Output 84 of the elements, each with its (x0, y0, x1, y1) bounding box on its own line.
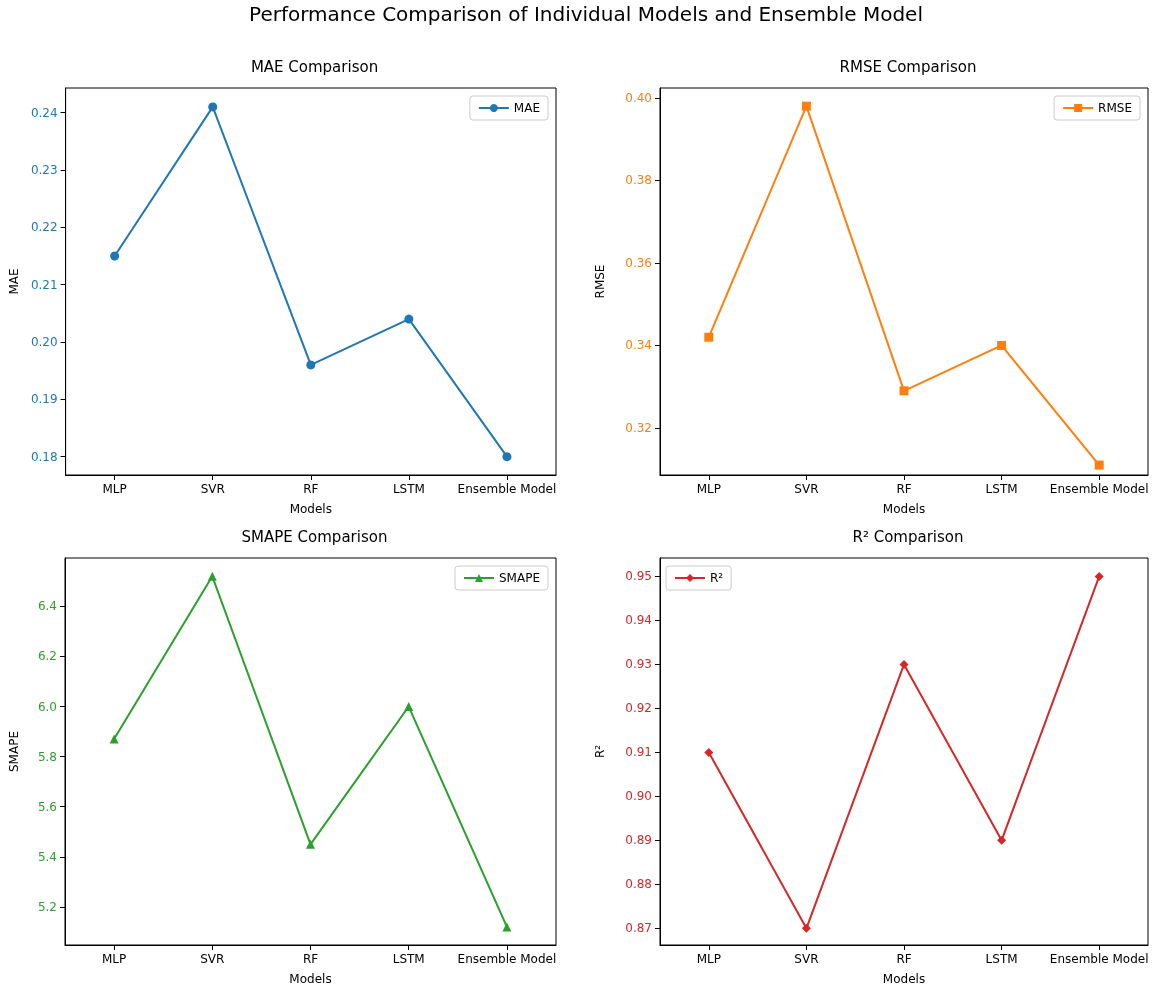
y-tick-label: 5.4 (37, 849, 57, 864)
x-tick-label: SVR (794, 482, 819, 496)
y-tick-label: 0.18 (30, 449, 58, 464)
y-tick-label: 0.89 (625, 833, 652, 848)
y-tick-label: 0.87 (625, 921, 652, 936)
point (502, 452, 512, 462)
point (997, 340, 1007, 350)
point (207, 571, 217, 581)
x-tick-label: SVR (200, 482, 225, 496)
point (404, 702, 414, 712)
y-tick-label: 0.34 (625, 338, 652, 353)
y-tick-label: 0.22 (30, 220, 58, 235)
x-tick-label: Ensemble Model (1049, 482, 1149, 496)
y-axis-title: SMAPE (7, 731, 21, 772)
x-tick-label: MLP (696, 482, 721, 496)
x-tick-label: RF (302, 952, 319, 966)
x-tick-label: MLP (102, 482, 127, 496)
point (704, 332, 714, 342)
point (109, 734, 119, 744)
y-tick-label: 6.4 (37, 599, 57, 614)
x-tick-label: MLP (101, 952, 127, 966)
y-tick-label: 0.40 (625, 90, 652, 105)
point (899, 386, 909, 396)
y-tick-label: 0.19 (30, 392, 58, 407)
x-tick-label: Ensemble Model (1049, 952, 1149, 966)
y-tick-label: 0.32 (625, 420, 652, 435)
x-tick-label: RF (896, 952, 912, 966)
y-tick-label: 5.2 (37, 899, 57, 914)
y-tick-label: 0.94 (625, 613, 652, 628)
point (899, 659, 909, 669)
point (997, 835, 1007, 845)
y-tick-label: 0.38 (625, 173, 652, 188)
point (208, 102, 218, 112)
y-tick-label: 0.90 (625, 789, 652, 804)
point (306, 839, 315, 849)
chart-title: MAE Comparison (250, 57, 379, 76)
y-tick-label: 0.36 (625, 255, 652, 270)
x-tick-label: MLP (696, 952, 721, 966)
y-tick-label: 0.92 (625, 701, 652, 716)
x-axis-title: Models (289, 972, 332, 986)
x-tick-label: Ensemble Model (457, 482, 557, 496)
x-axis-title: Models (882, 972, 926, 986)
y-tick-label: 0.24 (30, 105, 58, 120)
x-tick-label: RF (303, 482, 319, 496)
y-tick-label: 5.6 (37, 799, 57, 814)
legend-label: SMAPE (499, 571, 540, 585)
chart-title: SMAPE Comparison (241, 527, 388, 546)
x-tick-label: RF (896, 482, 912, 496)
legend-label: MAE (513, 101, 541, 115)
point (801, 923, 811, 933)
x-axis-title: Models (289, 502, 332, 516)
x-tick-label: Ensemble Model (457, 952, 557, 966)
x-axis-title: Models (882, 502, 926, 516)
x-tick-label: LSTM (392, 952, 425, 966)
text: Performance Comparison of Individual Models and Ensemble Model (248, 2, 924, 26)
y-axis-title: R² (593, 744, 607, 759)
y-axis-title: MAE (7, 268, 21, 295)
y-tick-label: 6.0 (37, 699, 57, 714)
y-tick-label: 0.95 (625, 569, 652, 584)
point (110, 251, 120, 261)
x-tick-label: LSTM (985, 482, 1018, 496)
point (404, 314, 414, 324)
y-tick-label: 5.8 (37, 749, 57, 764)
y-tick-label: 6.2 (37, 649, 57, 664)
point (1094, 460, 1104, 470)
point (801, 101, 811, 111)
y-tick-label: 0.20 (30, 334, 58, 349)
legend-label: RMSE (1098, 101, 1132, 115)
x-tick-label: LSTM (985, 952, 1018, 966)
y-axis-title: RMSE (593, 264, 607, 299)
y-tick-label: 0.88 (625, 877, 652, 892)
y-tick-label: 0.21 (30, 277, 58, 292)
chart-title: RMSE Comparison (839, 57, 977, 76)
point (306, 360, 316, 370)
legend-label: R² (710, 571, 724, 585)
point (704, 747, 714, 757)
y-tick-label: 0.91 (625, 745, 652, 760)
point (1094, 571, 1104, 581)
x-tick-label: LSTM (392, 482, 425, 496)
x-tick-label: SVR (794, 952, 819, 966)
y-tick-label: 0.93 (625, 657, 652, 672)
x-tick-label: SVR (200, 952, 225, 966)
y-tick-label: 0.23 (30, 162, 58, 177)
chart-title: R² Comparison (852, 527, 964, 546)
